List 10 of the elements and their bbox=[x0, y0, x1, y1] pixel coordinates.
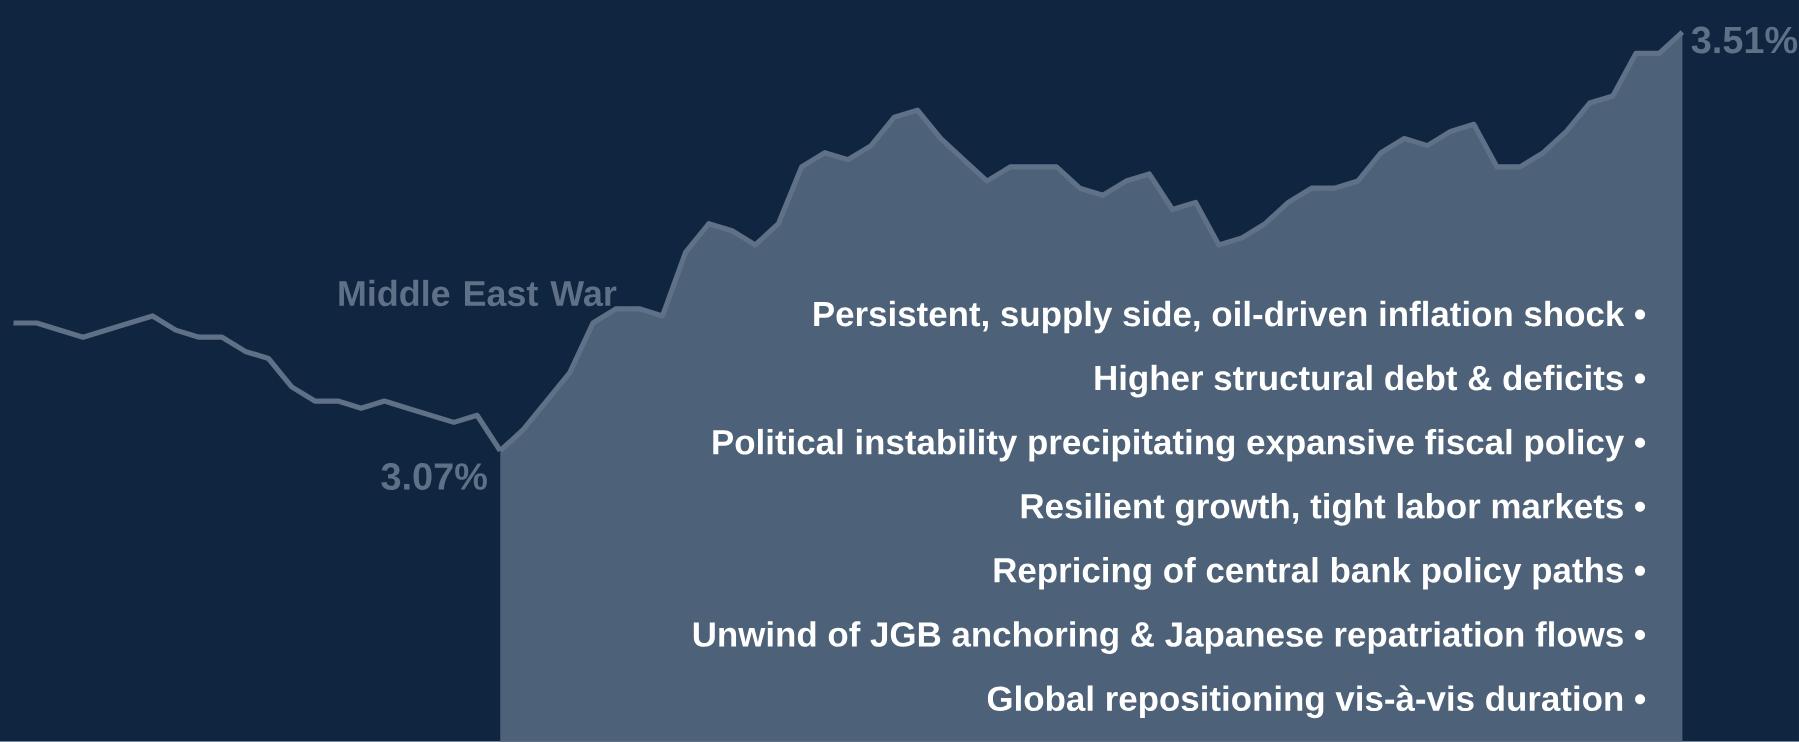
annotation: Middle East War bbox=[339, 279, 617, 307]
annotation: Resilient growth, tight labor markets • bbox=[1021, 493, 1646, 526]
annotation: Repricing of central bank policy paths • bbox=[994, 557, 1646, 590]
annotation: Political instability precipitating expansive fiscal policy • bbox=[713, 429, 1646, 462]
annotation: Persistent, supply side, oil-driven inflation shock • bbox=[814, 300, 1646, 334]
annotation: Unwind of JGB anchoring & Japanese repatriation flows • bbox=[693, 621, 1646, 655]
annotation: Higher structural debt & deficits • bbox=[1095, 364, 1646, 398]
annotation: 3.51% bbox=[1691, 26, 1798, 54]
annotation: 3.07% bbox=[381, 463, 487, 491]
annotation: Global repositioning vis-à-vis duration • bbox=[987, 685, 1646, 719]
